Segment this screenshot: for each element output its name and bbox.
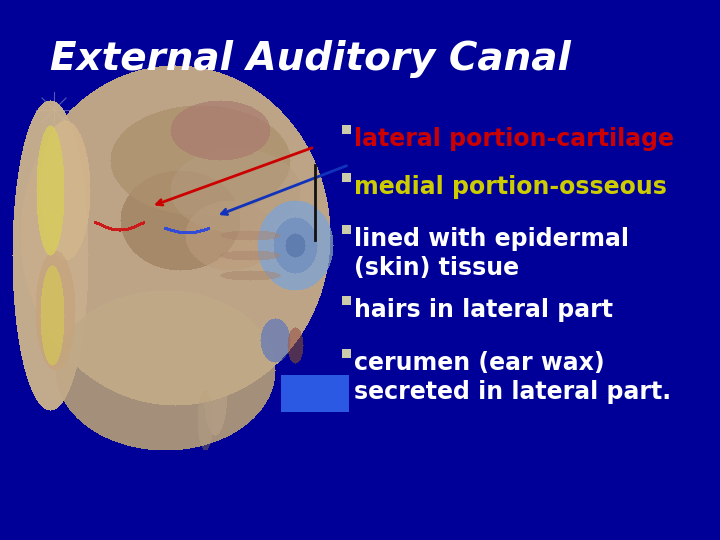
Text: lined with epidermal
(skin) tissue: lined with epidermal (skin) tissue [354,227,629,280]
Bar [343,125,351,134]
Text: lateral portion-cartilage: lateral portion-cartilage [354,127,675,151]
Text: External Auditory Canal: External Auditory Canal [50,40,571,78]
Bar [343,349,351,358]
Text: cerumen (ear wax)
secreted in lateral part.: cerumen (ear wax) secreted in lateral pa… [354,351,672,404]
Bar [343,173,351,181]
Text: hairs in lateral part: hairs in lateral part [354,298,613,322]
Bar [281,375,349,412]
Bar [343,296,351,305]
Text: medial portion-osseous: medial portion-osseous [354,174,667,199]
Bar [343,225,351,234]
